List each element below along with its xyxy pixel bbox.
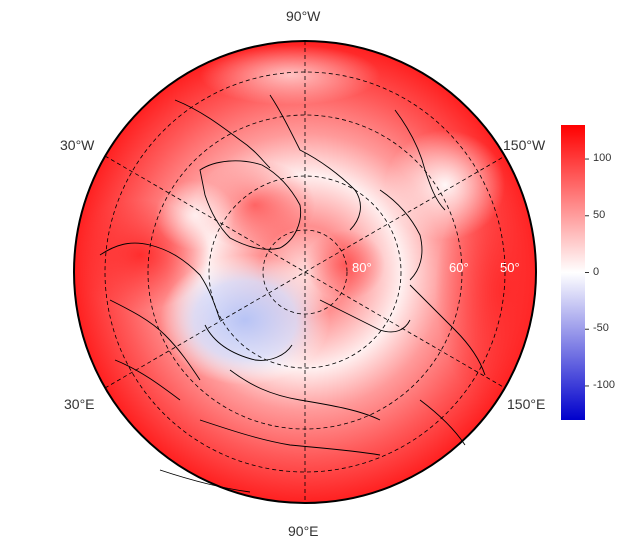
lon-label-30e: 30°E	[64, 396, 95, 412]
colorbar-tick-label: -50	[593, 322, 609, 335]
colorbar-tick-label: 50	[593, 208, 606, 221]
lat-label-80: 80°	[352, 260, 372, 275]
colorbar-tick-label: -100	[593, 378, 616, 391]
anomaly-field	[74, 41, 536, 503]
lat-label-50: 50°	[500, 260, 520, 275]
lon-label-30w: 30°W	[60, 137, 95, 153]
lon-label-90e: 90°E	[288, 523, 319, 539]
colorbar-tick-label: 100	[593, 152, 612, 165]
lat-label-60: 60°	[449, 260, 469, 275]
lon-label-90w: 90°W	[286, 8, 321, 24]
lon-label-150w: 150°W	[503, 137, 546, 153]
colorbar	[561, 125, 589, 420]
lon-label-150e: 150°E	[507, 396, 546, 412]
colorbar-tick-label: 0	[593, 265, 600, 278]
map-boundary	[73, 40, 537, 504]
coastlines	[99, 94, 486, 493]
graticule	[104, 41, 506, 503]
colorbar-ramp	[561, 125, 585, 420]
